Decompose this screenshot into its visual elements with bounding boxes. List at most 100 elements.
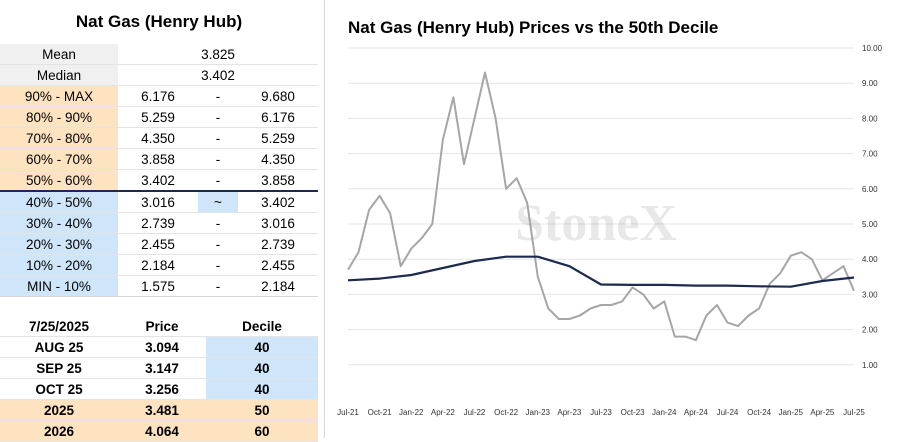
mean-row: Mean 3.825 [0, 44, 318, 65]
decile-low: 4.350 [118, 127, 198, 149]
decile-low: 3.402 [118, 169, 198, 192]
y-tick-label: 1.00 [862, 361, 878, 370]
contract-decile: 40 [206, 357, 318, 379]
decile-label: 10% - 20% [0, 254, 118, 276]
decile-high: 5.259 [238, 127, 318, 149]
decile-low: 6.176 [118, 85, 198, 107]
y-tick-label: 9.00 [862, 79, 878, 88]
x-tick-label: Apr-24 [684, 408, 709, 417]
price-row: OCT 25 3.256 40 [0, 378, 318, 400]
x-tick-label: Jan-24 [652, 408, 677, 417]
mean-label: Mean [0, 44, 118, 65]
decile-high: 3.016 [238, 212, 318, 234]
decile-high: 3.402 [238, 191, 318, 213]
x-tick-label: Oct-23 [621, 408, 646, 417]
x-tick-label: Jul-24 [717, 408, 739, 417]
x-tick-label: Apr-23 [557, 408, 582, 417]
contract-decile: 40 [206, 378, 318, 400]
decile-label: 40% - 50% [0, 191, 118, 213]
contract-decile: 40 [206, 336, 318, 358]
y-tick-label: 8.00 [862, 114, 878, 123]
decile-sep: - [198, 169, 238, 192]
x-tick-label: Jan-25 [779, 408, 804, 417]
price-table: 7/25/2025 Price Decile AUG 25 3.094 40 S… [0, 316, 318, 442]
price-chart: 10.00 9.00 8.00 7.00 6.00 5.00 4.00 3.00 2.00 1.0… [337, 44, 883, 417]
price-row: 2025 3.481 50 [0, 399, 318, 421]
price-row: AUG 25 3.094 40 [0, 336, 318, 358]
y-tick-label: 3.00 [862, 290, 878, 299]
decile-sep: ~ [198, 191, 238, 213]
decile-high: 6.176 [238, 106, 318, 128]
mean-value: 3.825 [118, 44, 318, 65]
contract-price: 3.481 [118, 399, 206, 421]
decile-row-current: 40% - 50% 3.016 ~ 3.402 [0, 191, 318, 213]
panel-divider [324, 0, 325, 438]
chart-title: Nat Gas (Henry Hub) Prices vs the 50th D… [348, 18, 719, 37]
contract-decile: 50 [206, 399, 318, 421]
decile-label: 90% - MAX [0, 85, 118, 107]
decile-row: 80% - 90% 5.259 - 6.176 [0, 106, 318, 128]
median-row: Median 3.402 [0, 64, 318, 86]
section-divider [0, 296, 318, 297]
decile-low: 2.739 [118, 212, 198, 234]
price-series-line [347, 71, 855, 342]
decile-row: 90% - MAX 6.176 - 9.680 [0, 85, 318, 107]
contract-decile: 60 [206, 420, 318, 442]
decile-sep: - [198, 127, 238, 149]
decile-high: 2.455 [238, 254, 318, 276]
decile-label: 60% - 70% [0, 148, 118, 170]
median-value: 3.402 [118, 64, 318, 86]
table-title: Nat Gas (Henry Hub) [75, 12, 243, 31]
decile-low: 2.184 [118, 254, 198, 276]
decile-sep: - [198, 106, 238, 128]
decile-row: 10% - 20% 2.184 - 2.455 [0, 254, 318, 276]
contract-price: 3.256 [118, 378, 206, 400]
contract-price: 3.094 [118, 336, 206, 358]
y-tick-label: 10.00 [862, 44, 883, 53]
decile-high: 2.739 [238, 233, 318, 255]
decile-row: MIN - 10% 1.575 - 2.184 [0, 275, 318, 297]
x-tick-label: Apr-22 [431, 408, 456, 417]
decile-high: 4.350 [238, 148, 318, 170]
decile-row: 70% - 80% 4.350 - 5.259 [0, 127, 318, 149]
decile-sep: - [198, 254, 238, 276]
decile-panel: Nat Gas (Henry Hub) Mean 3.825 Median 3.… [0, 0, 318, 442]
decile-high: 3.858 [238, 169, 318, 192]
price-table-header: 7/25/2025 Price Decile [0, 316, 318, 337]
x-tick-label: Jul-22 [464, 408, 486, 417]
x-tick-label: Jul-23 [590, 408, 612, 417]
decile-low: 3.016 [118, 191, 198, 213]
y-tick-label: 5.00 [862, 220, 878, 229]
x-tick-label: Jul-25 [843, 408, 865, 417]
decile-row: 30% - 40% 2.739 - 3.016 [0, 212, 318, 234]
date-header: 7/25/2025 [0, 316, 118, 337]
contract-price: 4.064 [118, 420, 206, 442]
y-tick-label: 6.00 [862, 185, 878, 194]
decile-row: 50% - 60% 3.402 - 3.858 [0, 169, 318, 192]
x-tick-label: Oct-21 [368, 408, 393, 417]
decile-row: 60% - 70% 3.858 - 4.350 [0, 148, 318, 170]
decile-label: 30% - 40% [0, 212, 118, 234]
median-label: Median [0, 64, 118, 86]
contract-label: SEP 25 [0, 357, 118, 379]
y-tick-label: 4.00 [862, 255, 878, 264]
decile-label: 50% - 60% [0, 169, 118, 192]
contract-label: 2025 [0, 399, 118, 421]
decile-table: Mean 3.825 Median 3.402 90% - MAX 6.176 … [0, 44, 318, 297]
x-tick-label: Jan-22 [399, 408, 424, 417]
x-tick-label: Apr-25 [810, 408, 835, 417]
x-tick-label: Jan-23 [526, 408, 551, 417]
contract-label: 2026 [0, 420, 118, 442]
decile-sep: - [198, 148, 238, 170]
decile-label: MIN - 10% [0, 275, 118, 297]
decile-low: 1.575 [118, 275, 198, 297]
y-tick-label: 2.00 [862, 326, 878, 335]
contract-label: OCT 25 [0, 378, 118, 400]
decile-label: 80% - 90% [0, 106, 118, 128]
decile-low: 3.858 [118, 148, 198, 170]
decile-sep: - [198, 275, 238, 297]
contract-price: 3.147 [118, 357, 206, 379]
decile-label: 20% - 30% [0, 233, 118, 255]
decile-low: 5.259 [118, 106, 198, 128]
decile-high: 9.680 [238, 85, 318, 107]
